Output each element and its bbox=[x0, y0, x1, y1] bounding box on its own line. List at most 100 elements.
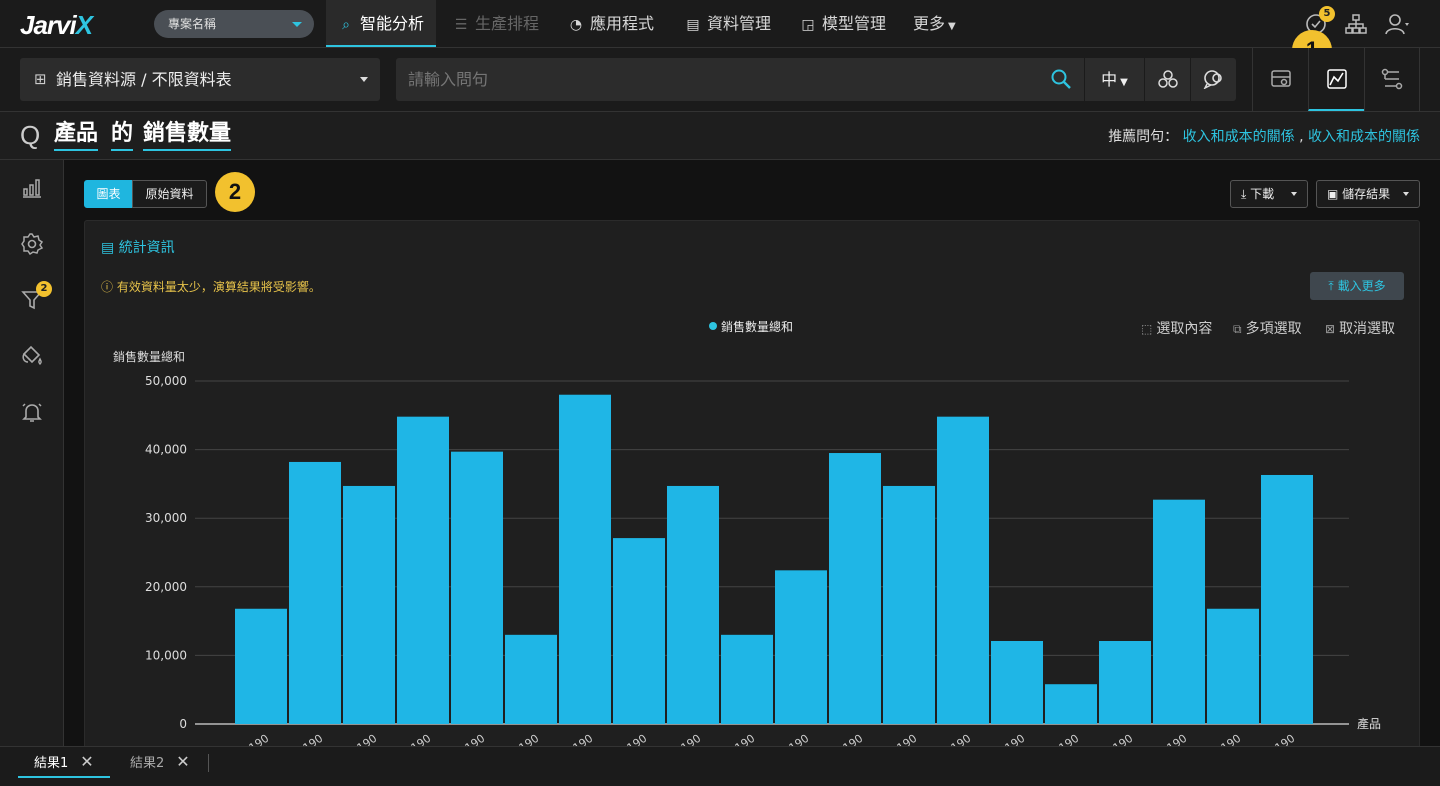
bar[interactable] bbox=[667, 485, 719, 724]
data-warning: ⓘ 有效資料量太少，演算結果將受影響。 bbox=[101, 280, 321, 294]
org-chart-icon[interactable] bbox=[1345, 13, 1367, 35]
document-icon: ▤ bbox=[101, 240, 115, 256]
recommend-label: 推薦問句： bbox=[1108, 129, 1179, 145]
y-tick-label: 50,000 bbox=[145, 374, 187, 388]
nav-item-apps[interactable]: ◔ 應用程式 bbox=[556, 0, 666, 47]
nav-item-model[interactable]: ◲ 模型管理 bbox=[788, 0, 898, 47]
recommend-separator: , bbox=[1299, 129, 1304, 145]
voice-assist-button[interactable] bbox=[1190, 58, 1236, 101]
recommended-questions: 推薦問句： 收入和成本的關係 , 收入和成本的關係 bbox=[1108, 126, 1420, 146]
nav-item-analysis[interactable]: ⌕ 智能分析 bbox=[326, 0, 437, 47]
schedule-icon: ☰ bbox=[454, 17, 468, 33]
bar[interactable] bbox=[721, 634, 773, 724]
datasource-view-button[interactable] bbox=[1252, 48, 1308, 111]
result-tab-1[interactable]: 結果1 ✕ bbox=[18, 747, 110, 778]
bar[interactable] bbox=[991, 640, 1043, 724]
settings-gear-icon[interactable] bbox=[20, 232, 44, 256]
bar[interactable] bbox=[505, 634, 557, 724]
chart-view-icon bbox=[1326, 69, 1347, 89]
select-box-icon: ⬚ bbox=[1141, 322, 1153, 336]
nav-item-schedule[interactable]: ☰ 生產排程 bbox=[441, 0, 551, 47]
bar[interactable] bbox=[829, 453, 881, 724]
recommend-link-1[interactable]: 收入和成本的關係 bbox=[1182, 129, 1295, 145]
x-axis-label: 產品 bbox=[1357, 716, 1381, 731]
caret-down-icon: ▼ bbox=[1120, 77, 1128, 88]
flow-view-button[interactable] bbox=[1364, 48, 1420, 111]
nav-item-more[interactable]: 更多 ▼ bbox=[913, 14, 956, 33]
table-icon: ⊞ bbox=[34, 70, 47, 88]
save-disk-icon: ▣ bbox=[1327, 187, 1339, 201]
multi-select-button[interactable]: ⧉ 多項選取 bbox=[1233, 321, 1302, 337]
question-icon: Q bbox=[20, 120, 41, 150]
question-token-product[interactable]: 產品 bbox=[54, 120, 99, 151]
multi-select-icon: ⧉ bbox=[1233, 322, 1242, 336]
y-tick-label: 10,000 bbox=[145, 648, 187, 662]
bar[interactable] bbox=[775, 570, 827, 724]
bar[interactable] bbox=[883, 485, 935, 724]
tab-divider bbox=[208, 754, 209, 772]
legend-dot bbox=[709, 322, 717, 330]
bar[interactable] bbox=[613, 538, 665, 724]
bar[interactable] bbox=[1099, 640, 1151, 724]
bar[interactable] bbox=[235, 608, 287, 724]
tab-raw-data[interactable]: 原始資料 bbox=[132, 180, 207, 208]
result-area: 圖表 原始資料 ⤓ 下載 ▣ 儲存結果 ▤ 統計資訊 ⓘ 有效資料量太少，演算結… bbox=[64, 160, 1440, 760]
legend-label: 銷售數量總和 bbox=[721, 320, 794, 334]
datasource-selector[interactable]: ⊞ 銷售資料源 / 不限資料表 bbox=[20, 58, 380, 101]
bar[interactable] bbox=[937, 416, 989, 724]
search-icon[interactable] bbox=[1050, 68, 1072, 90]
notification-badge: 5 bbox=[1319, 6, 1335, 22]
bar[interactable] bbox=[1261, 474, 1313, 724]
bar[interactable] bbox=[343, 485, 395, 724]
bar[interactable] bbox=[559, 394, 611, 724]
model-icon: ◲ bbox=[801, 17, 815, 33]
result-tabs-bar: 結果1 ✕ 結果2 ✕ bbox=[0, 746, 1440, 786]
select-content-button[interactable]: ⬚ 選取內容 bbox=[1141, 321, 1213, 337]
bar-chart-icon[interactable] bbox=[20, 176, 44, 200]
y-tick-label: 30,000 bbox=[145, 511, 187, 525]
download-icon: ⤓ bbox=[1241, 187, 1247, 201]
sales-bar-chart: 銷售數量總和010,00020,00030,00040,00050,000190… bbox=[113, 349, 1381, 754]
nav-item-data[interactable]: ▤ 資料管理 bbox=[673, 0, 783, 47]
language-selector[interactable]: 中 ▼ bbox=[1084, 58, 1144, 101]
analysis-icon: ⌕ bbox=[342, 17, 350, 33]
datasource-label: 銷售資料源 / 不限資料表 bbox=[56, 70, 232, 89]
result-tab-2[interactable]: 結果2 ✕ bbox=[130, 752, 190, 771]
data-icon: ▤ bbox=[686, 17, 700, 33]
bar[interactable] bbox=[1207, 608, 1259, 724]
paint-bucket-icon[interactable] bbox=[20, 344, 44, 368]
bar[interactable] bbox=[289, 461, 341, 724]
statistics-link[interactable]: ▤ 統計資訊 bbox=[101, 240, 175, 256]
project-label: 專案名稱 bbox=[168, 17, 217, 31]
recommend-link-2[interactable]: 收入和成本的關係 bbox=[1308, 129, 1420, 145]
alert-bell-icon[interactable] bbox=[20, 400, 44, 424]
app-logo[interactable]: JarviX bbox=[20, 10, 93, 40]
cluster-tool-button[interactable] bbox=[1144, 58, 1190, 101]
upload-icon: ⤒ bbox=[1328, 279, 1334, 293]
project-selector[interactable]: 專案名稱 bbox=[154, 10, 314, 38]
chart-panel: ▤ 統計資訊 ⓘ 有效資料量太少，演算結果將受影響。 ⤒ 載入更多 銷售數量總和… bbox=[84, 220, 1420, 760]
close-icon[interactable]: ✕ bbox=[176, 752, 190, 771]
load-more-button[interactable]: ⤒ 載入更多 bbox=[1310, 272, 1404, 300]
bar[interactable] bbox=[1045, 684, 1097, 724]
bar[interactable] bbox=[451, 451, 503, 724]
caret-down-icon bbox=[1403, 192, 1409, 196]
chart-view-button[interactable] bbox=[1308, 48, 1364, 111]
save-result-button[interactable]: ▣ 儲存結果 bbox=[1316, 180, 1420, 208]
database-view-icon bbox=[1270, 70, 1291, 87]
download-button[interactable]: ⤓ 下載 bbox=[1230, 180, 1308, 208]
left-sidebar: 2 bbox=[0, 160, 64, 746]
question-search-box[interactable]: 中▼ bbox=[396, 58, 1236, 101]
user-avatar-icon[interactable] bbox=[1385, 12, 1409, 36]
y-tick-label: 0 bbox=[179, 717, 187, 731]
bar[interactable] bbox=[397, 416, 449, 724]
question-token-sales-qty[interactable]: 銷售數量 bbox=[143, 120, 232, 151]
tab-chart[interactable]: 圖表 bbox=[84, 180, 133, 208]
top-navigation: JarviX 專案名稱 ⌕ 智能分析 ☰ 生產排程 ◔ 應用程式 ▤ 資料管理 ◲ 模型管… bbox=[0, 0, 1440, 48]
cancel-select-button[interactable]: ⊠ 取消選取 bbox=[1325, 321, 1396, 337]
question-token-of[interactable]: 的 bbox=[111, 120, 134, 151]
question-input[interactable] bbox=[396, 58, 1036, 101]
chart-legend[interactable]: 銷售數量總和 bbox=[709, 318, 793, 335]
bar[interactable] bbox=[1153, 499, 1205, 724]
close-icon[interactable]: ✕ bbox=[80, 752, 94, 771]
